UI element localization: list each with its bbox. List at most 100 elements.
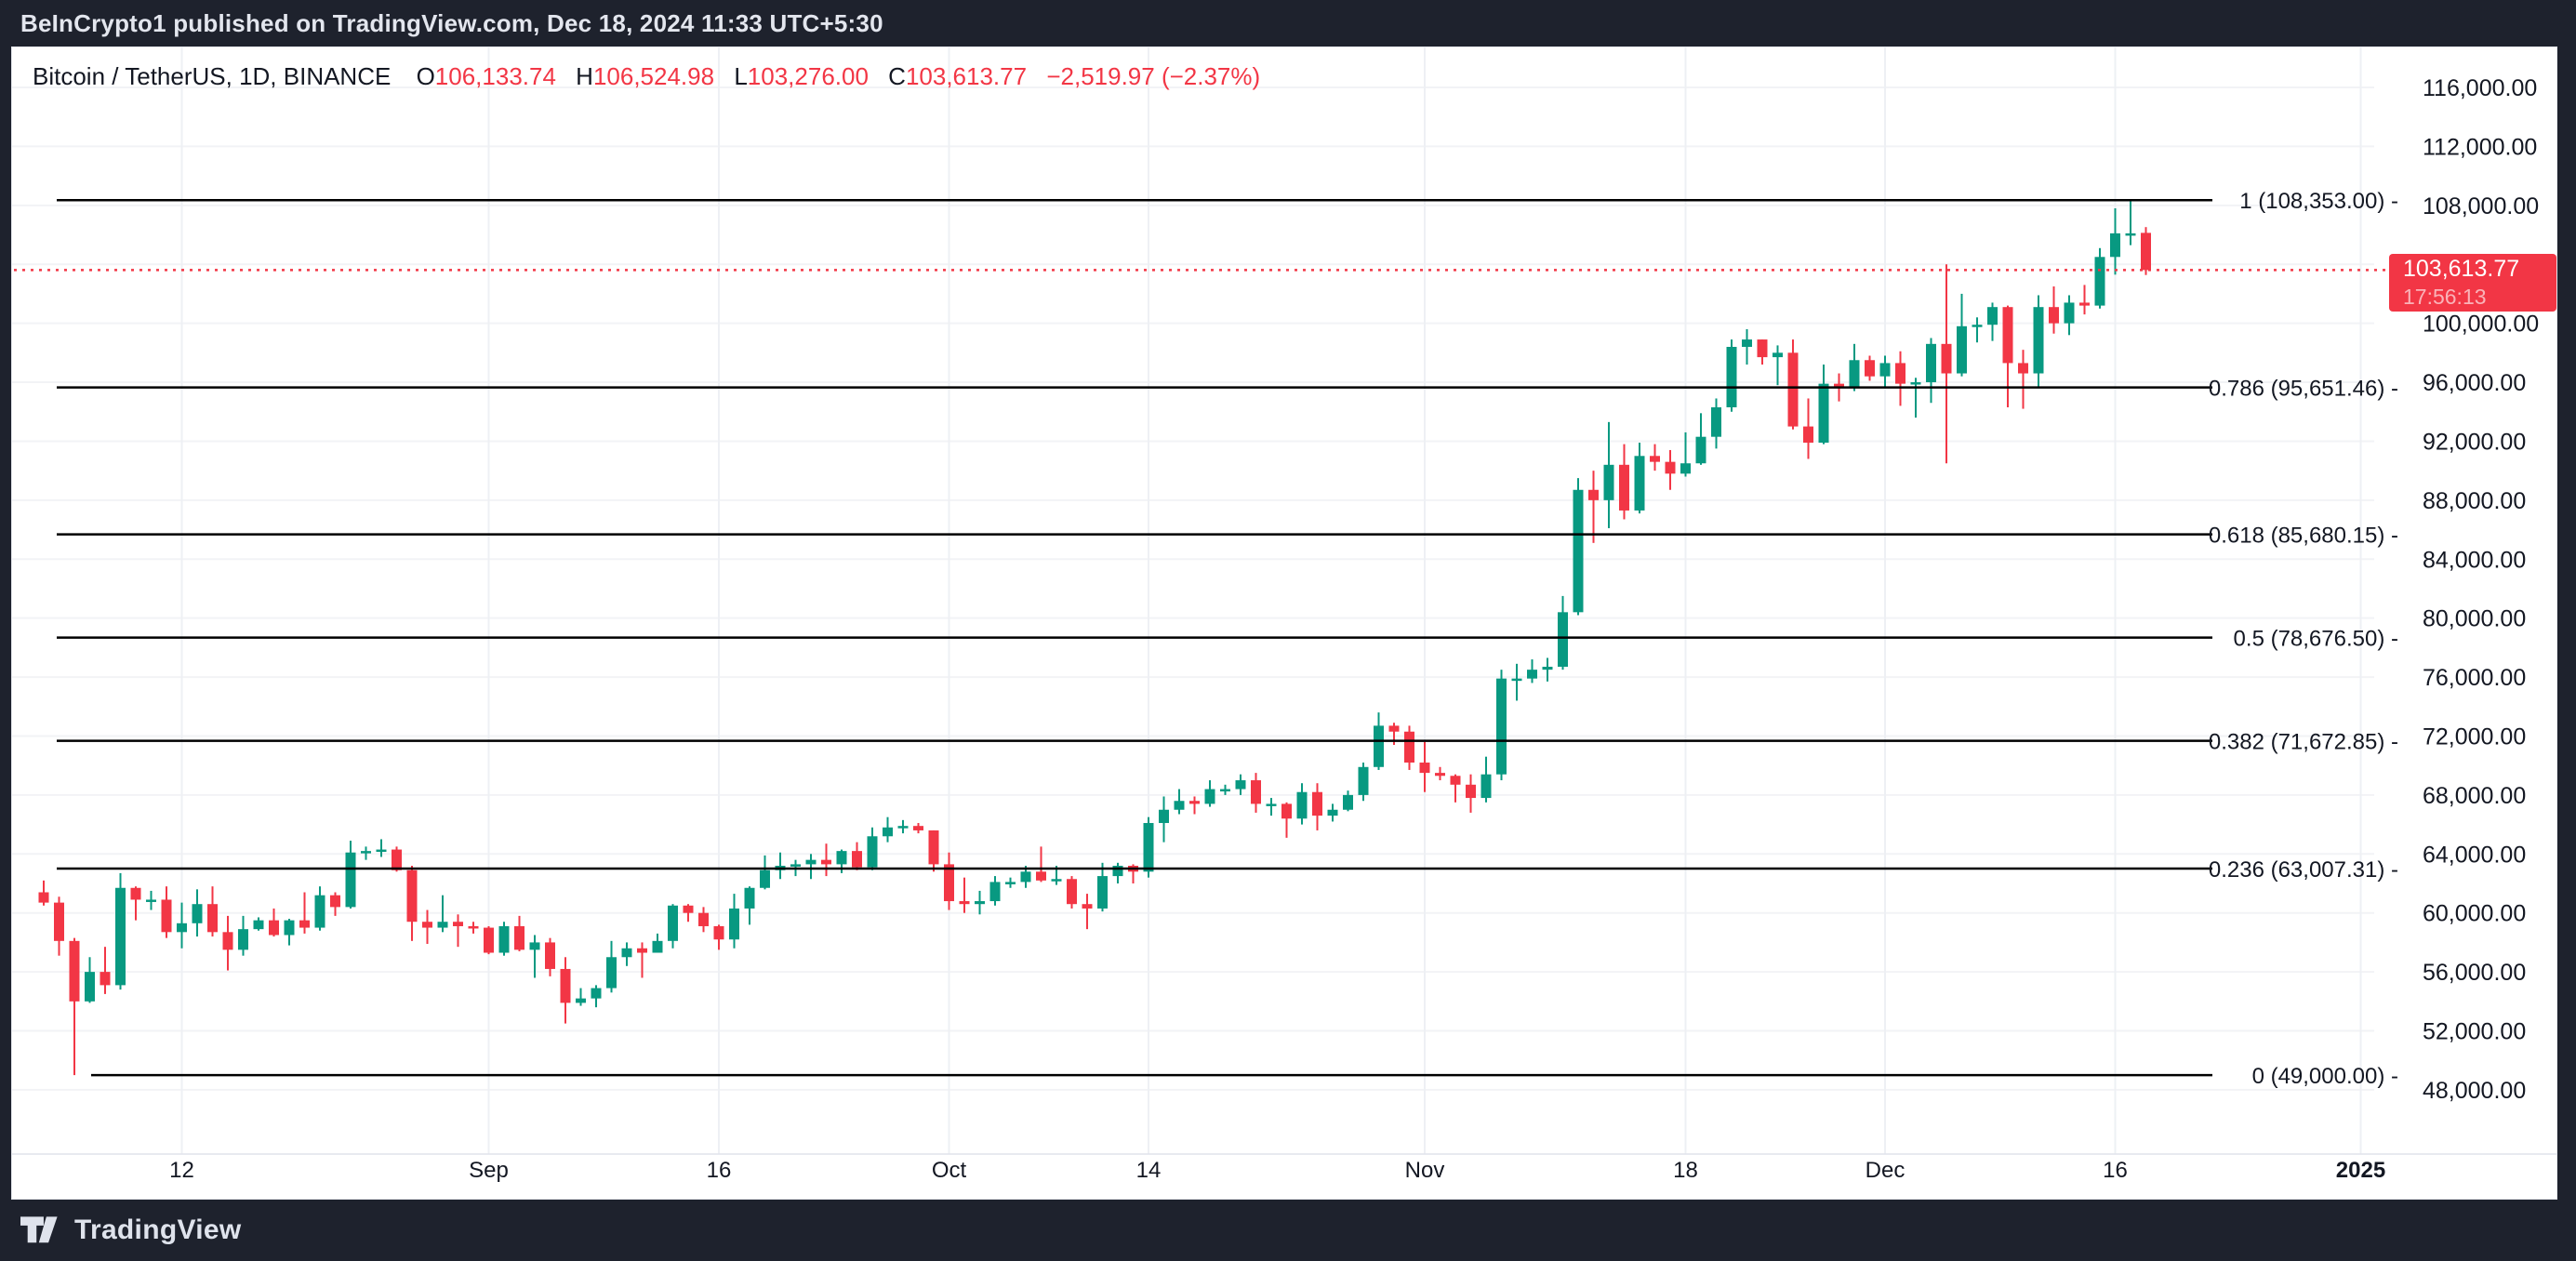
attribution-bar: BeInCrypto1 published on TradingView.com… [0, 0, 2576, 46]
candle-body [1634, 456, 1645, 511]
x-axis-label: Oct [932, 1158, 967, 1183]
candle-body [284, 920, 295, 936]
candle-body [484, 927, 494, 953]
candle-body [1020, 871, 1031, 883]
candle-body [100, 972, 111, 986]
candle-body [1281, 803, 1292, 819]
tradingview-logo-icon[interactable] [20, 1215, 61, 1245]
candle-body [1220, 789, 1230, 792]
candle-body [1036, 871, 1046, 881]
candle-body [468, 925, 479, 929]
y-axis-label: 100,000.00 [2423, 312, 2539, 338]
y-axis-label: 88,000.00 [2423, 488, 2526, 514]
candle-body [2002, 307, 2013, 364]
candle-body [1266, 803, 1277, 806]
candle-body [1680, 463, 1691, 474]
candle-body [652, 940, 663, 953]
candle-body [1558, 612, 1568, 667]
candle-body [1941, 343, 1952, 374]
y-axis-label: 76,000.00 [2423, 665, 2526, 691]
candle-body [1112, 865, 1123, 877]
candle-body [85, 972, 95, 1002]
candle-body [376, 849, 387, 853]
candle-body [1204, 789, 1215, 804]
candle-body [1726, 346, 1737, 407]
candle-body [944, 864, 954, 902]
candle-body [1435, 773, 1445, 777]
candle-body [69, 940, 80, 1002]
candle-body [2079, 302, 2090, 306]
fib-level-label: 0.786 (95,651.46) - [2209, 377, 2398, 402]
candle-body [1711, 406, 1721, 437]
candle-body [1957, 325, 1967, 374]
y-axis-label: 92,000.00 [2423, 429, 2526, 455]
candle-body [1926, 343, 1936, 383]
candle-body [760, 869, 770, 888]
candle-body [790, 864, 801, 867]
candle-body [852, 851, 862, 868]
candle-body [192, 904, 203, 923]
chart-pane[interactable]: 12 Sep 16 Oct 14 Nov 18 Dec 16 2025 1 (108,353.00)… [11, 46, 2557, 1200]
bar-countdown: 17:56:13 [2403, 285, 2487, 309]
candle-body [392, 849, 402, 870]
candle-body [2033, 307, 2044, 374]
candle-body [744, 887, 755, 909]
candle-body [314, 895, 325, 928]
candle-body [1404, 731, 1414, 763]
candle-body [54, 902, 64, 941]
change-value: −2,519.97 (−2.37%) [1046, 62, 1261, 90]
y-axis-label: 64,000.00 [2423, 842, 2526, 868]
y-axis-label: 60,000.00 [2423, 901, 2526, 927]
candle-body [1695, 436, 1706, 464]
y-axis-label: 68,000.00 [2423, 783, 2526, 809]
attribution-text: BeInCrypto1 published on TradingView.com… [20, 8, 883, 37]
low-label: L [734, 62, 748, 90]
y-axis-label: 56,000.00 [2423, 960, 2526, 986]
candle-body [1573, 489, 1584, 613]
candle-body [406, 869, 418, 923]
y-axis-label: 108,000.00 [2423, 193, 2539, 219]
candle-body [1619, 464, 1629, 511]
candle-body [1849, 360, 1860, 389]
candle-body [1665, 461, 1676, 474]
candle-body [238, 929, 248, 950]
candle-body [2018, 363, 2028, 374]
candle-body [1174, 801, 1185, 810]
candle-body [928, 830, 939, 865]
candle-body [161, 899, 172, 933]
candle-body [361, 851, 371, 854]
x-axis-label: Dec [1866, 1158, 1905, 1183]
candlestick-chart[interactable]: 12 Sep 16 Oct 14 Nov 18 Dec 16 2025 1 (108,353.00)… [12, 47, 2556, 1199]
candle-body [805, 859, 817, 865]
x-axis-label: 12 [169, 1158, 194, 1183]
candle-body [913, 826, 923, 830]
candle-body [621, 948, 632, 958]
fib-level-label: 0.618 (85,680.15) - [2209, 524, 2398, 549]
candle-body [1511, 678, 1522, 682]
candle-body [1450, 776, 1461, 785]
open-label: O [416, 62, 435, 90]
candle-body [177, 923, 187, 933]
candle-body [867, 836, 878, 868]
y-axis-label: 48,000.00 [2423, 1078, 2526, 1104]
candle-body [1082, 904, 1093, 909]
candle-body [1910, 382, 1921, 385]
fib-level-label: 0 (49,000.00) - [2252, 1064, 2398, 1089]
candle-body [883, 827, 893, 837]
open-value: 106,133.74 [434, 62, 556, 90]
candle-body [146, 899, 156, 902]
candle-body [975, 901, 985, 905]
candle-body [437, 922, 448, 928]
tradingview-footer: TradingView [0, 1200, 2576, 1261]
x-axis-label: 18 [1673, 1158, 1698, 1183]
candle-body [698, 912, 709, 926]
candle-body [1588, 489, 1599, 500]
candle-body [1343, 794, 1353, 810]
x-axis-label: Nov [1405, 1158, 1445, 1183]
tradingview-wordmark[interactable]: TradingView [74, 1215, 242, 1245]
candle-body [713, 925, 724, 940]
x-axis-label: 16 [707, 1158, 732, 1183]
candle-body [345, 852, 356, 908]
candle-body [1496, 678, 1507, 775]
close-value: 103,613.77 [905, 62, 1028, 90]
